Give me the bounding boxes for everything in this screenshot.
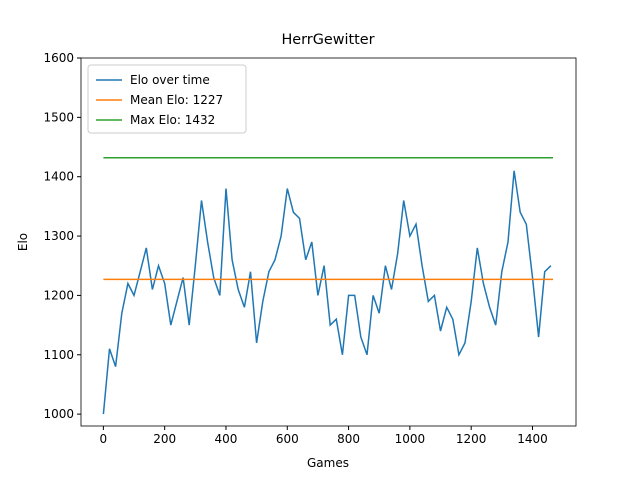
y-axis-label: Elo <box>16 233 30 251</box>
x-tick-label: 1000 <box>395 432 426 446</box>
y-tick-label: 1500 <box>43 110 74 124</box>
x-tick-label: 1400 <box>517 432 548 446</box>
x-tick-label: 200 <box>153 432 176 446</box>
legend-box <box>87 64 247 134</box>
legend-label: Mean Elo: 1227 <box>130 93 223 107</box>
y-tick-label: 1100 <box>43 348 74 362</box>
x-tick-label: 0 <box>100 432 108 446</box>
x-tick-label: 800 <box>337 432 360 446</box>
y-tick-label: 1000 <box>43 407 74 421</box>
chart-title: HerrGewitter <box>281 32 374 48</box>
x-tick-label: 1200 <box>456 432 487 446</box>
legend-label: Elo over time <box>130 73 210 87</box>
line-series <box>102 170 552 415</box>
y-tick-label: 1400 <box>43 170 74 184</box>
plot-frame <box>80 57 577 427</box>
x-axis-label: Games <box>307 456 349 470</box>
legend-label: Max Elo: 1432 <box>130 113 215 127</box>
y-tick-label: 1200 <box>43 288 74 302</box>
x-tick-label: 600 <box>276 432 299 446</box>
y-tick-label: 1600 <box>43 51 74 65</box>
y-tick-label: 1300 <box>43 229 74 243</box>
x-tick-label: 400 <box>215 432 238 446</box>
